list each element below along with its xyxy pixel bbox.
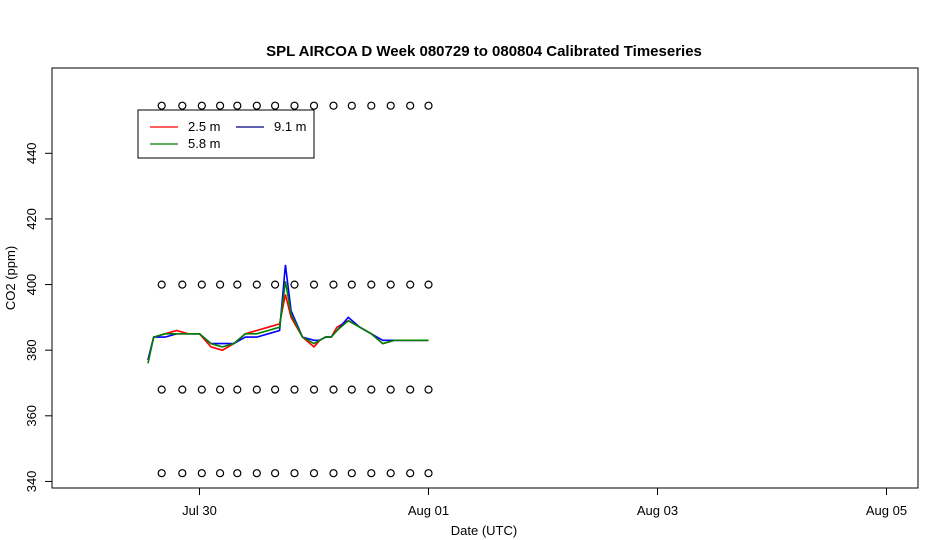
y-tick-label: 360: [24, 405, 39, 427]
legend-label: 2.5 m: [188, 119, 221, 134]
marker-point: [178, 385, 187, 394]
marker-point: [329, 280, 338, 289]
marker-point: [309, 101, 319, 110]
marker-point: [157, 469, 166, 478]
marker-point: [290, 280, 299, 289]
x-axis-label: Date (UTC): [451, 523, 517, 538]
marker-point: [290, 101, 299, 110]
marker-point: [347, 385, 356, 394]
marker-point: [252, 280, 261, 289]
legend-label: 9.1 m: [274, 119, 307, 134]
x-tick-label: Jul 30: [182, 503, 217, 518]
marker-point: [178, 280, 187, 289]
marker-point: [386, 385, 395, 394]
marker-point: [347, 101, 356, 110]
marker-point: [309, 280, 319, 289]
series-layer: [147, 264, 429, 364]
marker-point: [197, 280, 206, 289]
legend-label: 5.8 m: [188, 136, 221, 151]
marker-point: [406, 385, 415, 394]
marker-point: [309, 469, 319, 478]
marker-point: [157, 385, 166, 394]
marker-point: [197, 469, 206, 478]
marker-point: [252, 385, 261, 394]
legend: 2.5 m 9.1 m 5.8 m: [137, 109, 315, 159]
legend-box: [137, 109, 315, 159]
marker-point: [424, 101, 433, 110]
marker-point: [329, 469, 338, 478]
marker-point: [406, 280, 415, 289]
marker-point: [252, 469, 261, 478]
marker-point: [386, 101, 395, 110]
marker-point: [309, 385, 319, 394]
x-tick-label: Aug 03: [637, 503, 678, 518]
marker-point: [386, 469, 395, 478]
y-axis-label: CO2 (ppm): [3, 246, 18, 310]
series-line-5-8-m: [147, 281, 429, 364]
marker-point: [329, 385, 338, 394]
marker-point: [424, 469, 433, 478]
marker-point: [216, 280, 225, 289]
x-tick-label: Aug 05: [866, 503, 907, 518]
marker-point: [157, 101, 166, 110]
marker-point: [157, 280, 166, 289]
series-line-2-5-m: [147, 294, 429, 361]
marker-point: [271, 101, 280, 110]
marker-point: [347, 469, 356, 478]
marker-point: [233, 469, 242, 478]
marker-point: [233, 385, 242, 394]
y-tick-label: 380: [24, 339, 39, 361]
marker-point: [178, 469, 187, 478]
marker-point: [216, 101, 225, 110]
marker-point: [197, 385, 206, 394]
x-tick-label: Aug 01: [408, 503, 449, 518]
marker-point: [271, 280, 280, 289]
marker-point: [424, 280, 433, 289]
series-line-9-1-m: [147, 264, 429, 361]
marker-point: [367, 385, 376, 394]
marker-point: [216, 469, 225, 478]
marker-point: [271, 385, 280, 394]
marker-point: [329, 101, 338, 110]
marker-point: [197, 101, 206, 110]
marker-point: [271, 469, 280, 478]
marker-point: [290, 469, 299, 478]
y-tick-label: 440: [24, 142, 39, 164]
y-tick-label: 420: [24, 208, 39, 230]
y-axis: 340 360 380 400 420 440: [24, 142, 53, 493]
marker-layer: [157, 101, 433, 478]
marker-point: [406, 101, 415, 110]
marker-point: [233, 101, 242, 110]
y-tick-label: 340: [24, 471, 39, 493]
marker-point: [216, 385, 225, 394]
marker-point: [406, 469, 415, 478]
marker-point: [290, 385, 299, 394]
marker-point: [233, 280, 242, 289]
marker-point: [367, 280, 376, 289]
marker-point: [367, 469, 376, 478]
marker-point: [424, 385, 433, 394]
x-axis: Jul 30 Aug 01 Aug 03 Aug 05: [182, 487, 907, 518]
marker-point: [386, 280, 395, 289]
chart-title: SPL AIRCOA D Week 080729 to 080804 Calib…: [266, 43, 702, 60]
marker-point: [252, 101, 261, 110]
marker-point: [347, 280, 356, 289]
y-tick-label: 400: [24, 274, 39, 296]
marker-point: [178, 101, 187, 110]
marker-point: [367, 101, 376, 110]
